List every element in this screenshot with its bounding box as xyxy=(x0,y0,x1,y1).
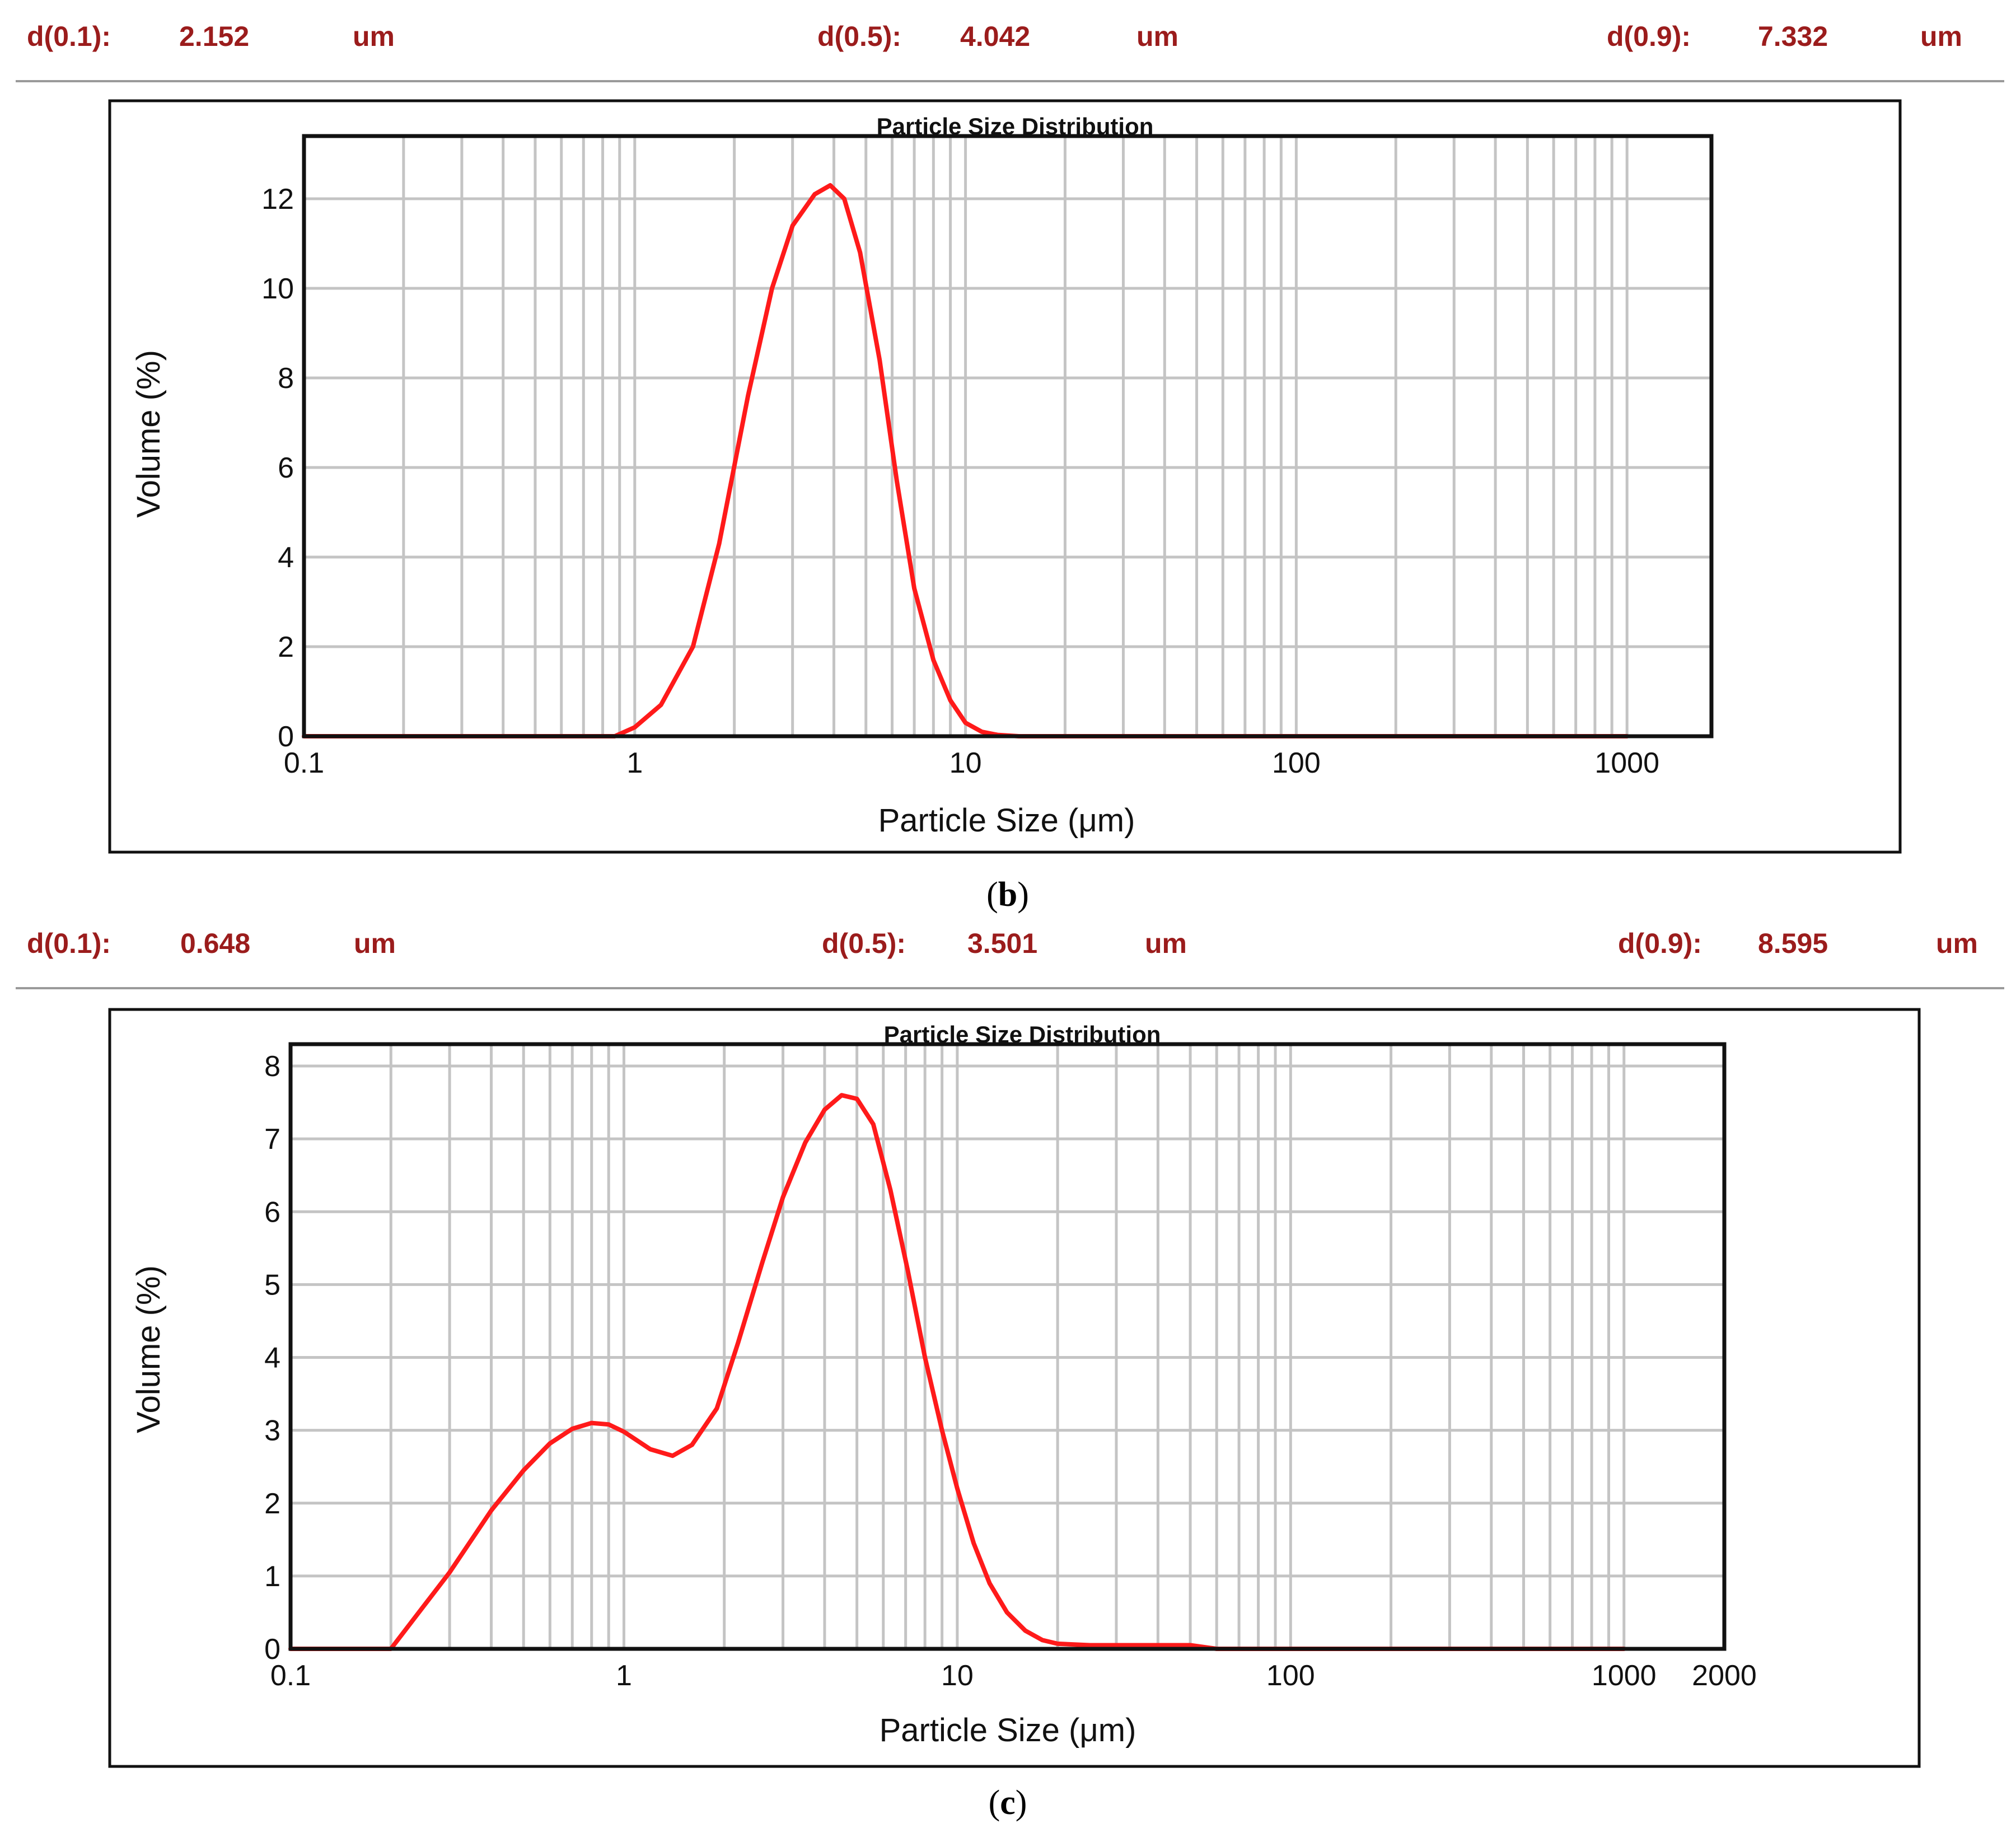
stat-d01-unit-b: um xyxy=(353,21,395,52)
y-tick-label-c-6: 6 xyxy=(264,1196,280,1228)
y-tick-label-c-0: 0 xyxy=(264,1633,280,1666)
caption-c: (c) xyxy=(989,1784,1027,1822)
panel-c: d(0.1): 0.648 um d(0.5): 3.501 um d(0.9)… xyxy=(16,928,2004,1822)
y-axis-label-b: Volume (%) xyxy=(130,350,167,518)
y-tick-label-b-0: 0 xyxy=(278,721,294,753)
y-tick-label-c-3: 3 xyxy=(264,1415,280,1447)
stat-d09-unit-c: um xyxy=(1936,928,1978,959)
y-tick-label-b-3: 6 xyxy=(278,452,294,484)
stats-row-b: d(0.1): 2.152 um d(0.5): 4.042 um d(0.9)… xyxy=(27,21,1962,52)
chart-frame-b xyxy=(108,99,1902,854)
chart-frame-c xyxy=(108,1008,1921,1768)
grid-c xyxy=(289,1044,1726,1651)
x-tick-label-b-2: 10 xyxy=(949,747,982,779)
stat-d09-label-c: d(0.9): xyxy=(1618,928,1702,959)
x-tick-label-c-3: 100 xyxy=(1266,1659,1315,1692)
stat-d01-value-c: 0.648 xyxy=(180,928,250,959)
y-tick-label-b-5: 10 xyxy=(261,273,294,305)
x-axis-label-c: Particle Size (μm) xyxy=(880,1712,1136,1749)
x-tick-label-c-0: 0.1 xyxy=(270,1659,311,1692)
x-tick-label-b-0: 0.1 xyxy=(284,747,324,779)
caption-letter-c: c xyxy=(1000,1784,1016,1822)
stat-d05-label-c: d(0.5): xyxy=(822,928,906,959)
y-tick-label-b-6: 12 xyxy=(261,183,294,216)
y-tick-label-c-8: 8 xyxy=(264,1050,280,1083)
stat-d09-label-b: d(0.9): xyxy=(1607,21,1691,52)
x-tick-label-b-3: 100 xyxy=(1272,747,1321,779)
caption-b: (b) xyxy=(986,876,1029,914)
stat-d09-value-b: 7.332 xyxy=(1758,21,1828,52)
stat-d01-value-b: 2.152 xyxy=(179,21,249,52)
y-tick-label-b-2: 4 xyxy=(278,541,294,574)
x-axis-label-b: Particle Size (μm) xyxy=(878,802,1135,839)
stat-d05-unit-c: um xyxy=(1145,928,1187,959)
stat-d01-label-b: d(0.1): xyxy=(27,21,111,52)
y-tick-label-b-1: 2 xyxy=(278,631,294,663)
y-axis-label-c: Volume (%) xyxy=(130,1265,167,1433)
y-ticks-c: 0 1 2 3 4 5 6 7 8 xyxy=(264,1050,280,1666)
y-tick-label-c-2: 2 xyxy=(264,1488,280,1520)
x-tick-label-b-4: 1000 xyxy=(1594,747,1659,779)
y-tick-label-c-4: 4 xyxy=(264,1342,280,1375)
stat-d05-value-b: 4.042 xyxy=(960,21,1030,52)
stat-d01-unit-c: um xyxy=(354,928,396,959)
stat-d01-label-c: d(0.1): xyxy=(27,928,111,959)
y-tick-label-c-5: 5 xyxy=(264,1269,280,1301)
plot-area-c xyxy=(288,1042,1727,1651)
grid-b xyxy=(302,136,1711,738)
stat-d05-value-c: 3.501 xyxy=(967,928,1037,959)
stat-d09-unit-b: um xyxy=(1920,21,1962,52)
y-tick-label-c-1: 1 xyxy=(264,1560,280,1593)
y-tick-label-c-7: 7 xyxy=(264,1123,280,1156)
y-tick-label-b-4: 8 xyxy=(278,362,294,395)
plot-area-b xyxy=(302,134,1714,738)
caption-letter-b: b xyxy=(998,876,1017,914)
x-ticks-b: 0.1 1 10 100 1000 xyxy=(284,747,1659,779)
x-tick-label-c-4: 1000 xyxy=(1592,1659,1657,1692)
stat-d05-label-b: d(0.5): xyxy=(817,21,901,52)
x-tick-label-b-1: 1 xyxy=(626,747,643,779)
x-ticks-c: 0.1 1 10 100 1000 2000 xyxy=(270,1659,1757,1692)
y-ticks-b: 0 2 4 6 8 10 12 xyxy=(261,183,294,753)
x-tick-label-c-5: 2000 xyxy=(1692,1659,1757,1692)
x-tick-label-c-2: 10 xyxy=(941,1659,974,1692)
series-line-c xyxy=(288,1093,1626,1651)
stats-row-c: d(0.1): 0.648 um d(0.5): 3.501 um d(0.9)… xyxy=(27,928,1978,959)
stat-d09-value-c: 8.595 xyxy=(1758,928,1828,959)
x-tick-label-c-1: 1 xyxy=(616,1659,632,1692)
panel-b: d(0.1): 2.152 um d(0.5): 4.042 um d(0.9)… xyxy=(16,21,2004,914)
stat-d05-unit-b: um xyxy=(1136,21,1178,52)
